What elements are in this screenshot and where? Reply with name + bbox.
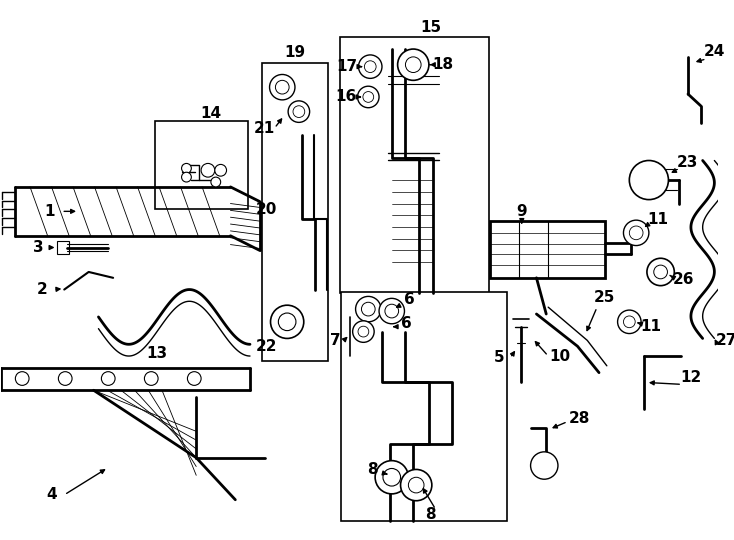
Bar	[262, 63, 328, 361]
Text: 16: 16	[335, 90, 357, 104]
Circle shape	[531, 452, 558, 479]
Text: 10: 10	[549, 348, 570, 363]
Circle shape	[59, 372, 72, 386]
Circle shape	[269, 75, 295, 100]
Circle shape	[363, 92, 374, 103]
Circle shape	[211, 177, 221, 187]
Circle shape	[405, 57, 421, 72]
Circle shape	[375, 461, 408, 494]
Text: 13: 13	[147, 346, 167, 361]
Circle shape	[623, 316, 635, 328]
Bar	[57, 241, 69, 254]
Text: 19: 19	[284, 45, 305, 60]
Circle shape	[187, 372, 201, 386]
Bar	[490, 221, 605, 278]
Text: 7: 7	[330, 333, 341, 348]
Circle shape	[352, 321, 374, 342]
Text: 8: 8	[426, 507, 436, 522]
Text: 1: 1	[44, 204, 55, 219]
Circle shape	[288, 101, 310, 123]
Circle shape	[358, 326, 368, 337]
Text: 12: 12	[680, 370, 702, 385]
Text: 6: 6	[401, 316, 412, 331]
Text: 26: 26	[672, 272, 694, 287]
Circle shape	[293, 106, 305, 118]
Bar	[155, 122, 248, 210]
Circle shape	[278, 313, 296, 330]
Circle shape	[101, 372, 115, 386]
Text: 8: 8	[367, 462, 377, 477]
Text: 2: 2	[37, 282, 47, 297]
Circle shape	[145, 372, 158, 386]
Circle shape	[629, 226, 643, 240]
Text: 4: 4	[46, 488, 57, 502]
Text: 21: 21	[254, 121, 275, 136]
Text: 3: 3	[32, 240, 43, 255]
Text: 23: 23	[676, 155, 698, 170]
Text: 11: 11	[640, 319, 661, 334]
Text: 14: 14	[200, 106, 222, 121]
Text: 24: 24	[704, 44, 725, 59]
Text: 6: 6	[404, 292, 415, 307]
Text: 25: 25	[595, 290, 616, 305]
Text: 22: 22	[256, 339, 277, 354]
Circle shape	[383, 469, 401, 486]
Circle shape	[275, 80, 289, 94]
Circle shape	[181, 172, 192, 182]
Text: 17: 17	[336, 59, 357, 74]
Circle shape	[364, 61, 376, 72]
Circle shape	[361, 302, 375, 316]
Text: 9: 9	[517, 204, 527, 219]
Circle shape	[181, 164, 192, 173]
Text: 18: 18	[432, 57, 453, 72]
Circle shape	[201, 164, 215, 177]
Bar	[341, 292, 507, 521]
Circle shape	[355, 296, 381, 322]
Text: 28: 28	[569, 411, 590, 426]
Circle shape	[357, 86, 379, 107]
Circle shape	[647, 258, 675, 286]
Text: 27: 27	[716, 333, 734, 348]
Circle shape	[654, 265, 667, 279]
Circle shape	[398, 49, 429, 80]
Circle shape	[379, 299, 404, 324]
Circle shape	[215, 164, 227, 176]
Circle shape	[385, 304, 399, 318]
Circle shape	[617, 310, 641, 334]
Text: 15: 15	[421, 20, 441, 35]
Circle shape	[15, 372, 29, 386]
Circle shape	[358, 55, 382, 78]
Text: 5: 5	[494, 350, 504, 366]
Circle shape	[401, 469, 432, 501]
Bar	[340, 37, 489, 293]
Circle shape	[629, 160, 669, 200]
Circle shape	[271, 305, 304, 339]
Text: 11: 11	[647, 212, 668, 227]
Circle shape	[408, 477, 424, 493]
Text: 20: 20	[256, 202, 277, 217]
Circle shape	[623, 220, 649, 246]
